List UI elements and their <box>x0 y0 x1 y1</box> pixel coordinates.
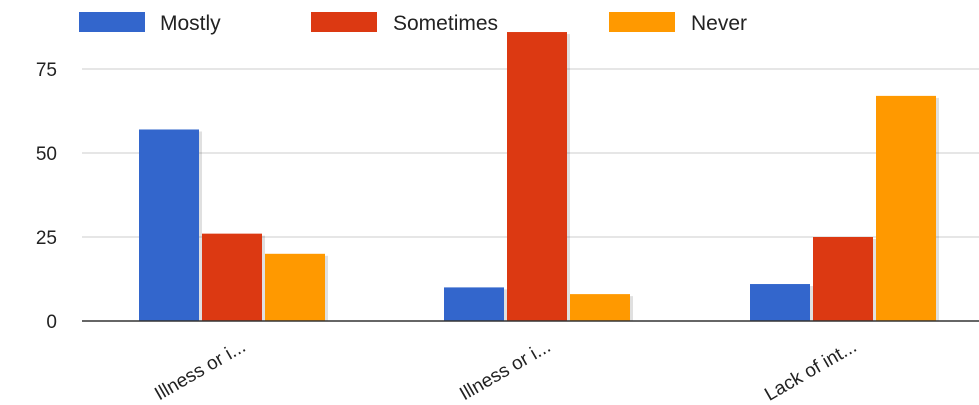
legend-swatch-never <box>609 12 675 32</box>
x-axis-labels: Illness or i... Illness or i... Lack of in… <box>151 336 860 405</box>
bar-never-3[interactable] <box>876 95 936 321</box>
legend: Mostly Sometimes Never <box>79 12 747 35</box>
bars <box>139 32 939 321</box>
x-category-label: Illness or i... <box>151 336 249 405</box>
legend-label-never: Never <box>691 12 747 35</box>
bar-never-2[interactable] <box>570 294 630 321</box>
legend-swatch-mostly <box>79 12 145 32</box>
bar-sometimes-1[interactable] <box>202 233 262 321</box>
x-category-label: Lack of int... <box>761 336 860 405</box>
y-tick-label: 50 <box>36 144 57 165</box>
bar-sometimes-2[interactable] <box>507 32 567 321</box>
bar-mostly-3[interactable] <box>750 284 810 321</box>
bar-mostly-1[interactable] <box>139 129 199 321</box>
legend-swatch-sometimes <box>311 12 377 32</box>
bar-mostly-2[interactable] <box>444 287 504 321</box>
y-tick-label: 0 <box>46 312 57 333</box>
y-tick-label: 25 <box>36 228 57 249</box>
bar-never-1[interactable] <box>265 253 325 321</box>
y-axis-ticks: 0 25 50 75 <box>36 60 57 333</box>
y-tick-label: 75 <box>36 60 57 81</box>
bar-sometimes-3[interactable] <box>813 237 873 321</box>
x-category-label: Illness or i... <box>456 336 554 405</box>
legend-label-mostly: Mostly <box>160 12 221 35</box>
legend-label-sometimes: Sometimes <box>393 12 498 35</box>
